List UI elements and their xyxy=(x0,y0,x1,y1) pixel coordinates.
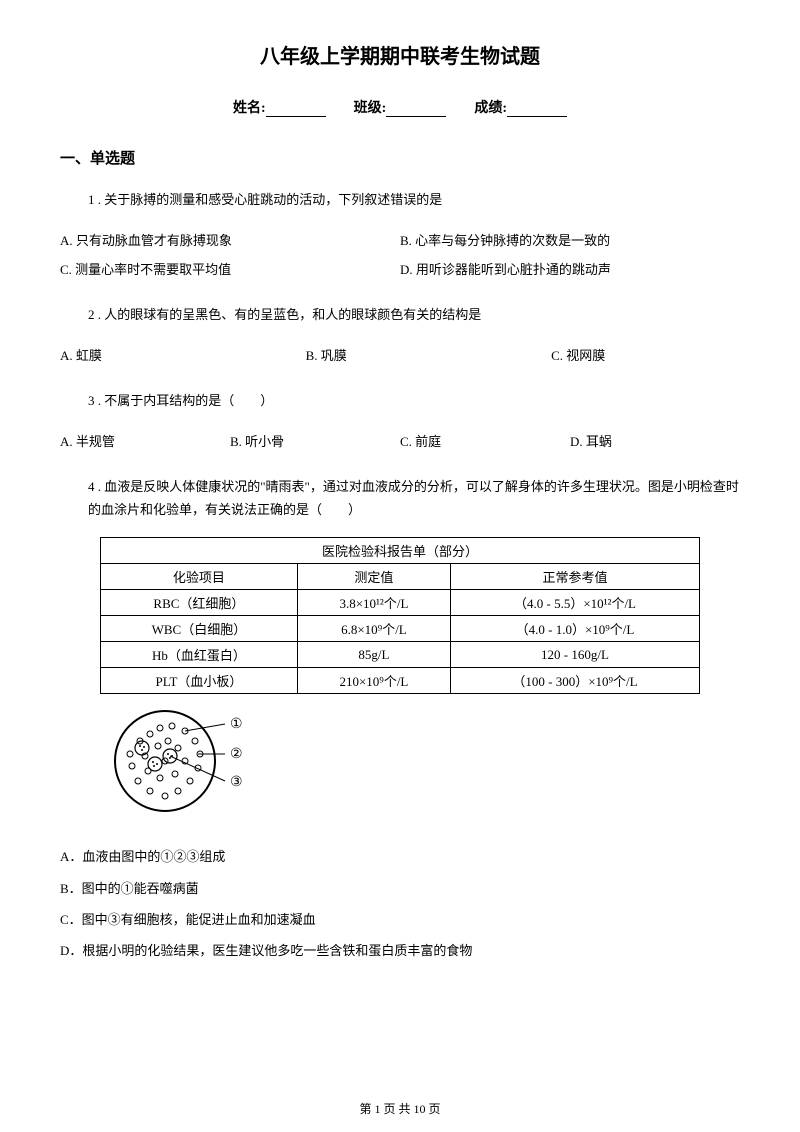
q4-option-c: C．图中③有细胞核，能促进止血和加速凝血 xyxy=(60,904,740,935)
question-3-options: A. 半规管 B. 听小骨 C. 前庭 D. 耳蜗 xyxy=(60,428,740,457)
q1-option-d: D. 用听诊器能听到心脏扑通的跳动声 xyxy=(400,256,740,285)
class-label: 班级: xyxy=(354,101,387,116)
class-blank xyxy=(386,103,446,117)
q3-option-c: C. 前庭 xyxy=(400,428,570,457)
table-header-item: 化验项目 xyxy=(101,564,298,590)
table-cell: （4.0 - 5.5）×10¹²个/L xyxy=(450,590,699,616)
q1-option-b: B. 心率与每分钟脉搏的次数是一致的 xyxy=(400,227,740,256)
q2-option-b: B. 巩膜 xyxy=(306,342,552,371)
diagram-label-3: ③ xyxy=(230,775,243,790)
table-cell: 210×10⁹个/L xyxy=(297,668,450,694)
question-1-text: 1 . 关于脉搏的测量和感受心脏跳动的活动，下列叙述错误的是 xyxy=(60,188,740,211)
table-cell: Hb（血红蛋白） xyxy=(101,642,298,668)
question-2-text: 2 . 人的眼球有的呈黑色、有的呈蓝色，和人的眼球颜色有关的结构是 xyxy=(60,303,740,326)
lab-report-table: 医院检验科报告单（部分） 化验项目 测定值 正常参考值 RBC（红细胞） 3.8… xyxy=(100,537,700,694)
blood-smear-svg: ① ② ③ xyxy=(110,706,280,816)
q2-option-c: C. 视网膜 xyxy=(551,342,740,371)
page-footer: 第 1 页 共 10 页 xyxy=(0,1100,800,1117)
table-row: Hb（血红蛋白） 85g/L 120 - 160g/L xyxy=(101,642,700,668)
question-3-text: 3 . 不属于内耳结构的是（ ） xyxy=(60,389,740,412)
question-4-text: 4 . 血液是反映人体健康状况的"晴雨表"，通过对血液成分的分析，可以了解身体的… xyxy=(60,475,740,522)
blood-smear-diagram: ① ② ③ xyxy=(110,706,740,821)
table-cell: 3.8×10¹²个/L xyxy=(297,590,450,616)
q2-option-a: A. 虹膜 xyxy=(60,342,306,371)
table-title-row: 医院检验科报告单（部分） xyxy=(101,538,700,564)
table-header-normal: 正常参考值 xyxy=(450,564,699,590)
table-cell: 85g/L xyxy=(297,642,450,668)
student-info-line: 姓名: 班级: 成绩: xyxy=(60,97,740,117)
question-1-options: A. 只有动脉血管才有脉搏现象 B. 心率与每分钟脉搏的次数是一致的 C. 测量… xyxy=(60,227,740,284)
question-4-options: A．血液由图中的①②③组成 B．图中的①能吞噬病菌 C．图中③有细胞核，能促进止… xyxy=(60,841,740,966)
q4-option-b: B．图中的①能吞噬病菌 xyxy=(60,873,740,904)
q3-option-a: A. 半规管 xyxy=(60,428,230,457)
table-cell: （100 - 300）×10⁹个/L xyxy=(450,668,699,694)
q3-option-d: D. 耳蜗 xyxy=(570,428,740,457)
table-cell: （4.0 - 1.0）×10⁹个/L xyxy=(450,616,699,642)
table-title: 医院检验科报告单（部分） xyxy=(101,538,700,564)
name-blank xyxy=(266,103,326,117)
table-cell: 6.8×10⁹个/L xyxy=(297,616,450,642)
page-title: 八年级上学期期中联考生物试题 xyxy=(60,40,740,69)
name-label: 姓名: xyxy=(233,101,266,116)
diagram-label-2: ② xyxy=(230,747,243,762)
table-row: RBC（红细胞） 3.8×10¹²个/L （4.0 - 5.5）×10¹²个/L xyxy=(101,590,700,616)
diagram-label-1: ① xyxy=(230,717,243,732)
table-header-measured: 测定值 xyxy=(297,564,450,590)
q3-option-b: B. 听小骨 xyxy=(230,428,400,457)
q1-option-c: C. 测量心率时不需要取平均值 xyxy=(60,256,400,285)
score-label: 成绩: xyxy=(474,101,507,116)
table-row: WBC（白细胞） 6.8×10⁹个/L （4.0 - 1.0）×10⁹个/L xyxy=(101,616,700,642)
table-cell: RBC（红细胞） xyxy=(101,590,298,616)
table-cell: PLT（血小板） xyxy=(101,668,298,694)
q4-option-a: A．血液由图中的①②③组成 xyxy=(60,841,740,872)
question-2-options: A. 虹膜 B. 巩膜 C. 视网膜 xyxy=(60,342,740,371)
q4-option-d: D．根据小明的化验结果，医生建议他多吃一些含铁和蛋白质丰富的食物 xyxy=(60,935,740,966)
section-1-header: 一、单选题 xyxy=(60,147,740,168)
table-row: PLT（血小板） 210×10⁹个/L （100 - 300）×10⁹个/L xyxy=(101,668,700,694)
q1-option-a: A. 只有动脉血管才有脉搏现象 xyxy=(60,227,400,256)
score-blank xyxy=(507,103,567,117)
table-header-row: 化验项目 测定值 正常参考值 xyxy=(101,564,700,590)
table-cell: WBC（白细胞） xyxy=(101,616,298,642)
table-cell: 120 - 160g/L xyxy=(450,642,699,668)
